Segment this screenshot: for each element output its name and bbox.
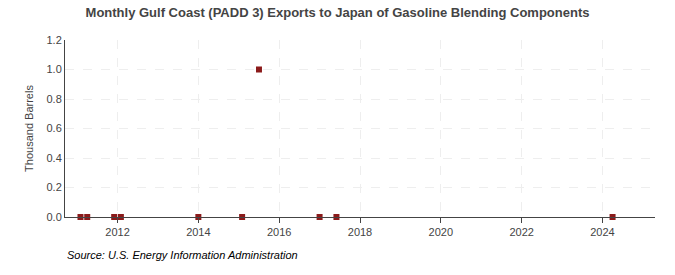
svg-text:2016: 2016 bbox=[267, 226, 291, 238]
svg-text:1.2: 1.2 bbox=[47, 34, 62, 46]
svg-text:2024: 2024 bbox=[590, 226, 614, 238]
svg-text:0.8: 0.8 bbox=[47, 93, 62, 105]
svg-text:2012: 2012 bbox=[105, 226, 129, 238]
svg-text:Source: U.S. Energy Informatio: Source: U.S. Energy Information Administ… bbox=[67, 249, 298, 261]
svg-text:1.0: 1.0 bbox=[47, 63, 62, 75]
svg-text:Monthly Gulf Coast (PADD 3) Ex: Monthly Gulf Coast (PADD 3) Exports to J… bbox=[86, 5, 590, 20]
svg-text:2022: 2022 bbox=[509, 226, 533, 238]
svg-text:0.6: 0.6 bbox=[47, 122, 62, 134]
svg-text:0.0: 0.0 bbox=[47, 211, 62, 223]
svg-text:2020: 2020 bbox=[429, 226, 453, 238]
svg-text:Thousand Barrels: Thousand Barrels bbox=[23, 85, 35, 172]
svg-text:0.2: 0.2 bbox=[47, 181, 62, 193]
svg-text:2018: 2018 bbox=[348, 226, 372, 238]
svg-text:0.4: 0.4 bbox=[47, 152, 62, 164]
svg-text:2014: 2014 bbox=[186, 226, 210, 238]
